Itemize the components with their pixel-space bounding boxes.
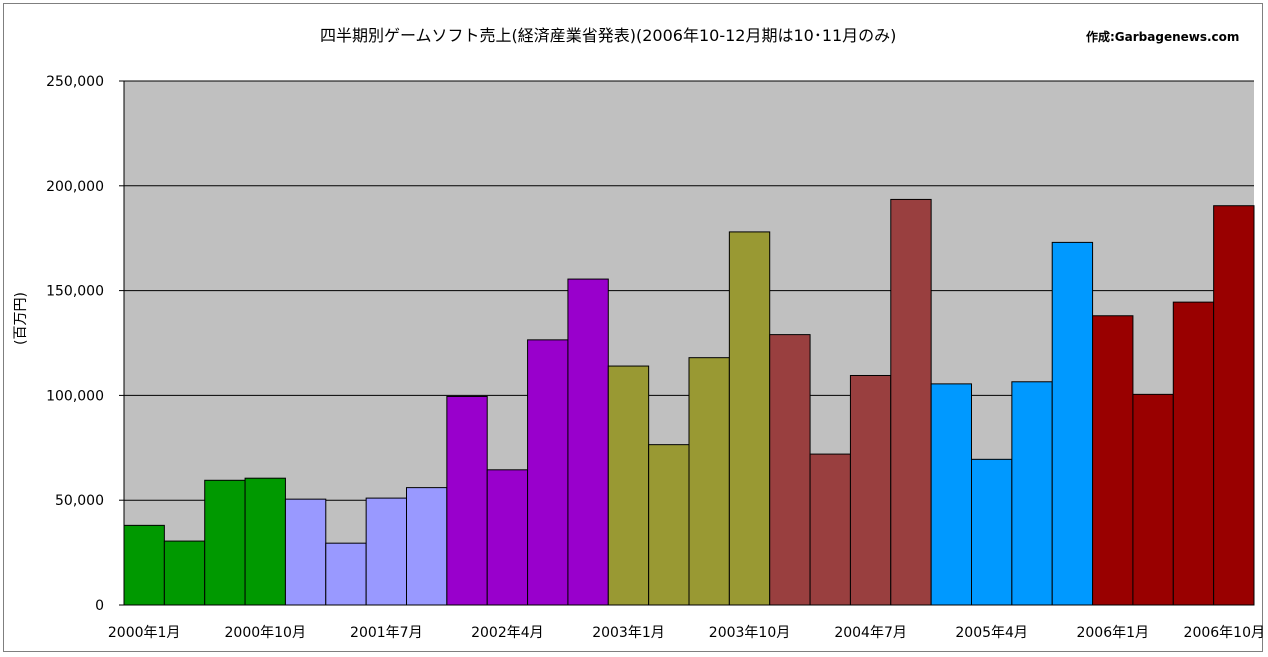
x-tick-label: 2006年10月	[1184, 625, 1265, 641]
bar	[244, 477, 286, 606]
bar	[1172, 301, 1215, 606]
bar	[769, 334, 811, 606]
bar	[648, 444, 690, 606]
bar	[688, 357, 730, 606]
bar	[1213, 205, 1255, 606]
bar	[849, 374, 892, 606]
bar	[204, 479, 246, 606]
x-tick-label: 2003年1月	[592, 625, 665, 641]
bar	[567, 278, 609, 606]
x-tick-label: 2000年1月	[108, 625, 181, 641]
x-tick-label: 2002年4月	[471, 625, 544, 641]
bar	[1092, 315, 1134, 606]
y-tick-label: 250,000	[46, 74, 104, 90]
bar	[728, 231, 771, 606]
bar	[1132, 393, 1174, 606]
chart-frame	[3, 3, 1263, 652]
y-tick-label: 150,000	[46, 284, 104, 300]
y-tick-label: 50,000	[55, 493, 104, 509]
bar	[527, 339, 569, 606]
bar	[406, 487, 448, 606]
y-tick-label: 200,000	[46, 179, 104, 195]
x-tick-label: 2001年7月	[350, 625, 423, 641]
bar	[365, 497, 407, 606]
bar	[607, 365, 650, 606]
bar	[123, 524, 165, 606]
x-tick-label: 2000年10月	[225, 625, 306, 641]
bar	[446, 395, 488, 606]
y-tick-label: 0	[95, 598, 104, 614]
bar	[890, 198, 932, 606]
bar	[1011, 381, 1053, 606]
x-tick-label: 2006年1月	[1076, 625, 1149, 641]
bar	[971, 458, 1013, 606]
bar	[284, 498, 327, 606]
bar	[809, 453, 851, 606]
y-tick-label: 100,000	[46, 388, 104, 404]
x-tick-label: 2005年4月	[955, 625, 1028, 641]
chart-credit: 作成:Garbagenews.com	[1086, 30, 1240, 44]
bar	[1051, 241, 1094, 606]
bar	[930, 383, 973, 606]
chart-title: 四半期別ゲームソフト売上(経済産業省発表)(2006年10-12月期は10･11…	[320, 26, 897, 45]
x-tick-label: 2004年7月	[834, 625, 907, 641]
x-tick-label: 2003年10月	[709, 625, 790, 641]
bar	[163, 540, 206, 606]
bar	[325, 542, 367, 606]
bar	[486, 469, 529, 606]
